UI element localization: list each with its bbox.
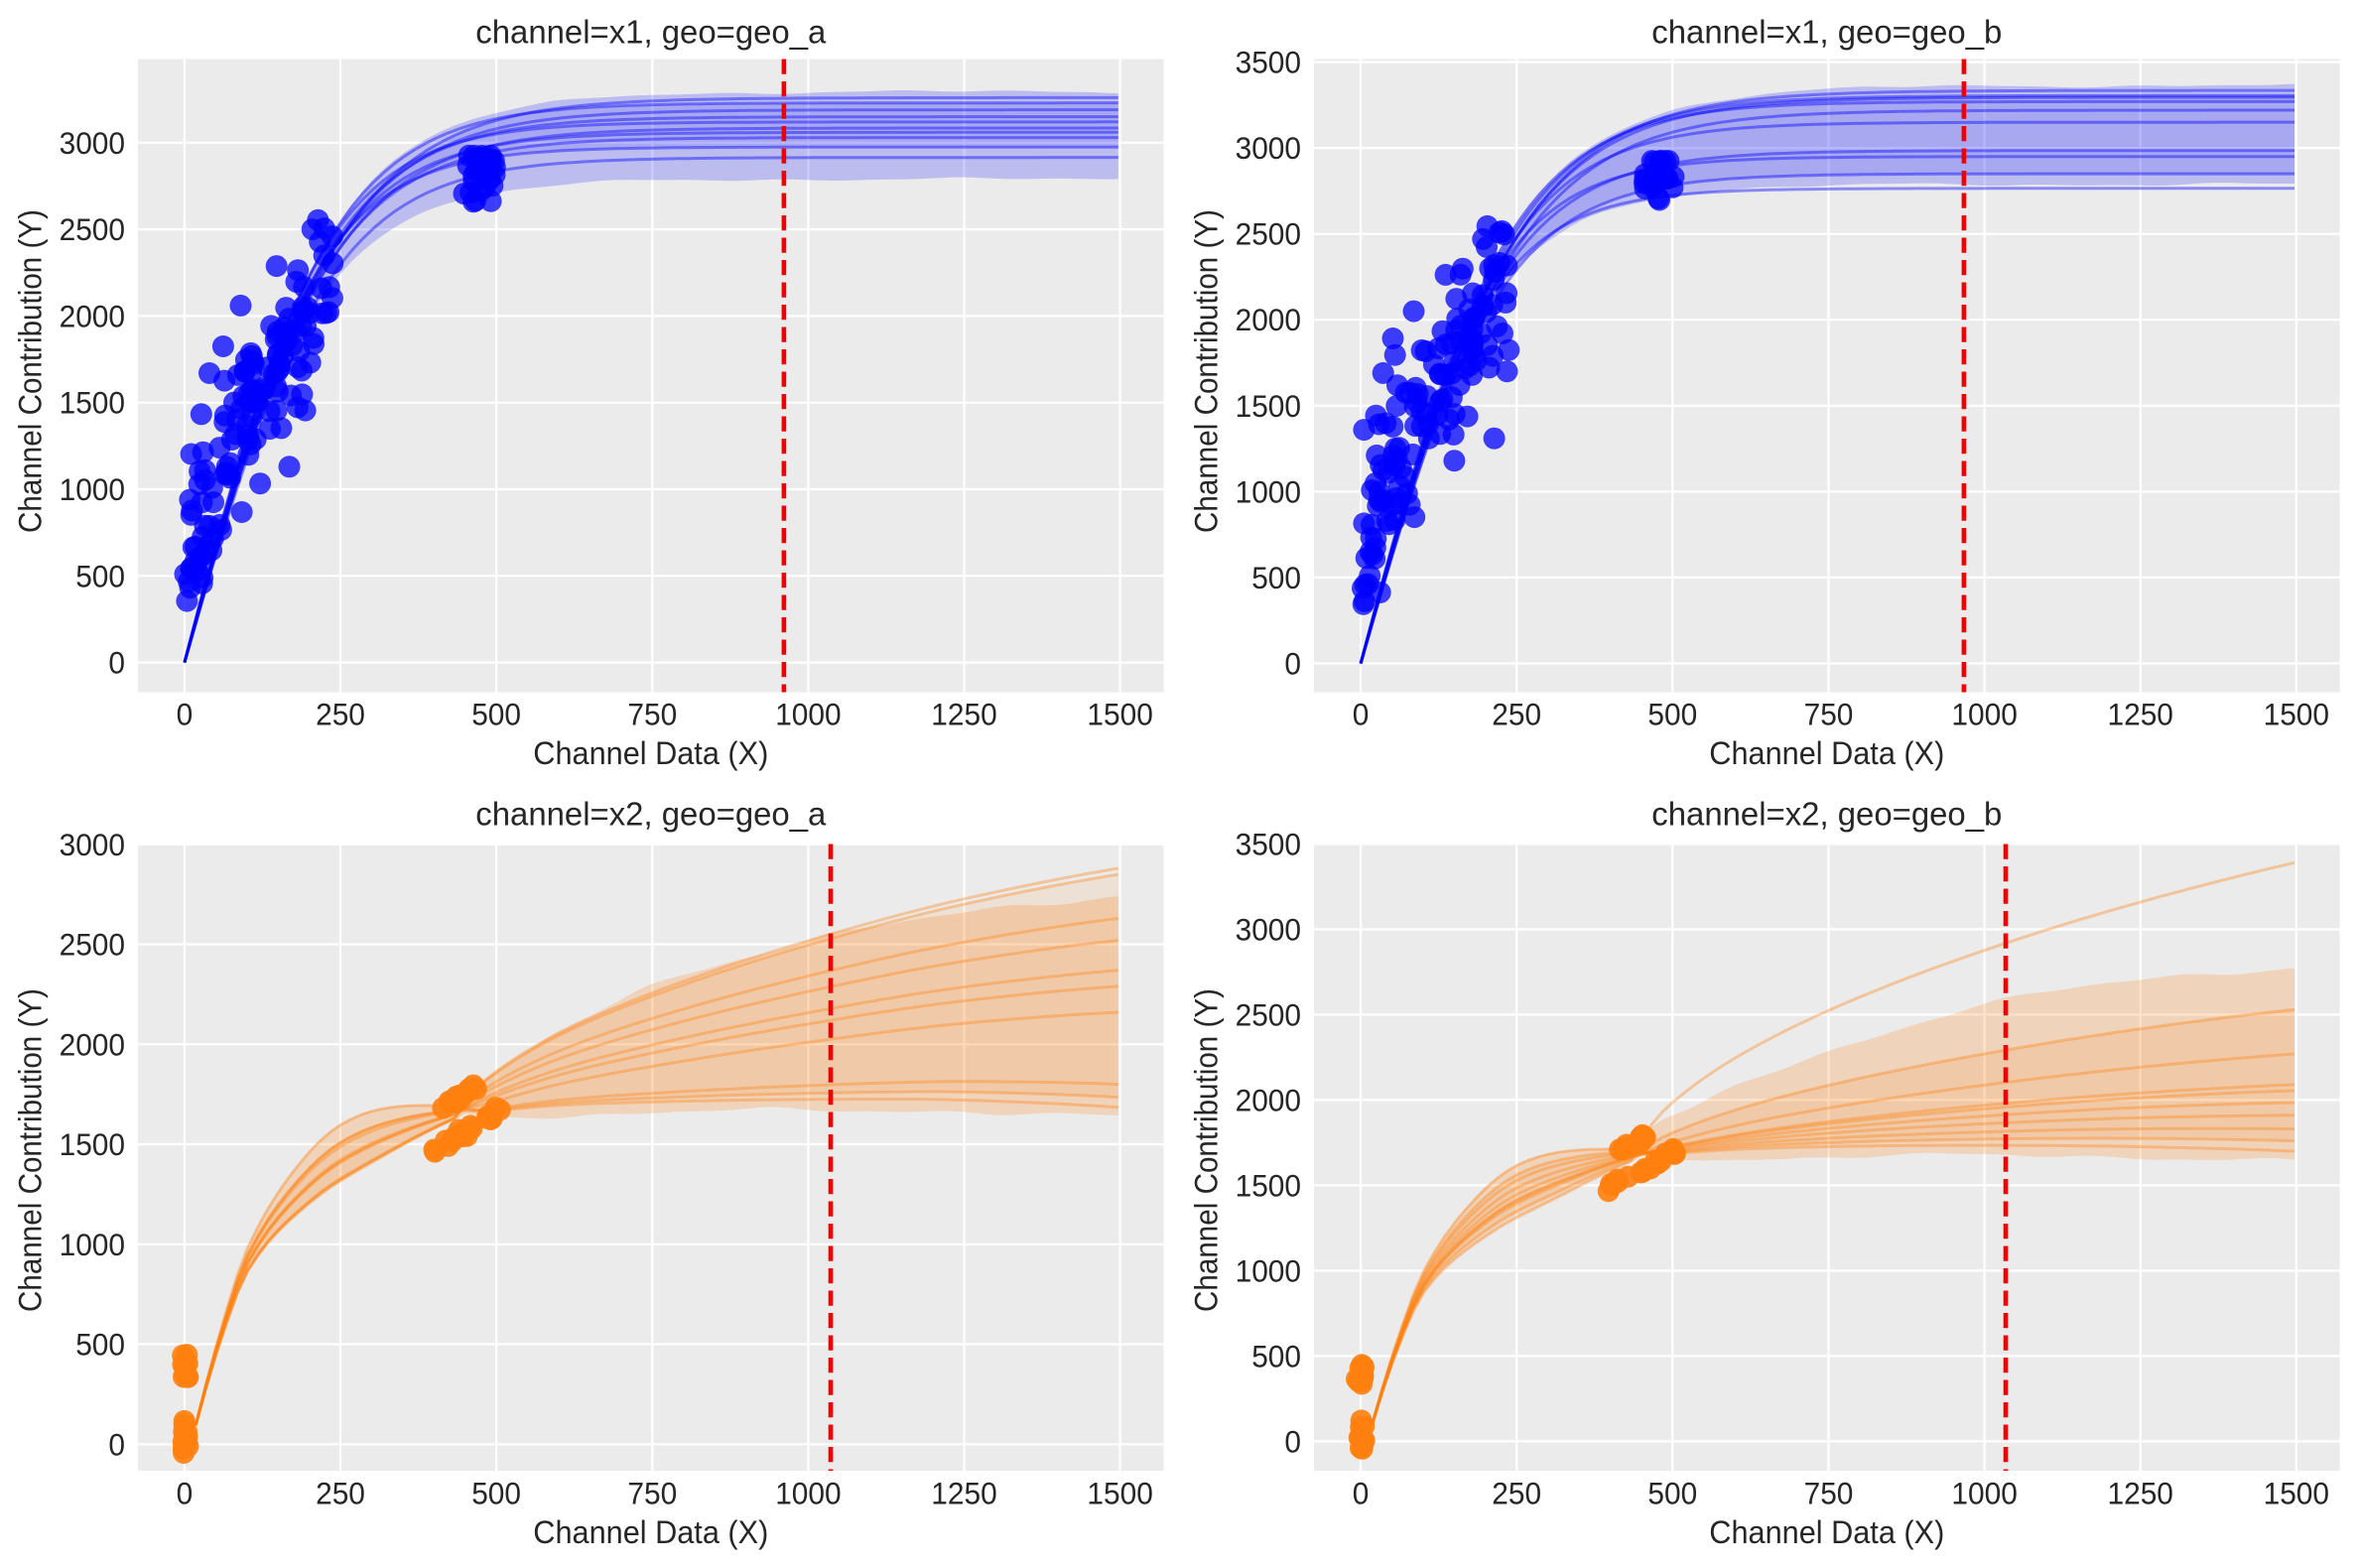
svg-text:500: 500 [1647, 1476, 1697, 1511]
svg-text:500: 500 [471, 1476, 521, 1511]
svg-text:1500: 1500 [1236, 1167, 1301, 1203]
svg-text:500: 500 [75, 1327, 125, 1363]
svg-text:2500: 2500 [1236, 996, 1301, 1032]
svg-text:Channel Data (X): Channel Data (X) [533, 735, 768, 771]
svg-text:1500: 1500 [2264, 1476, 2329, 1511]
svg-text:0: 0 [1353, 1476, 1370, 1511]
svg-text:1000: 1000 [1951, 1476, 2017, 1511]
svg-text:2000: 2000 [60, 298, 125, 333]
svg-text:1000: 1000 [775, 697, 841, 732]
svg-text:channel=x1, geo=geo_b: channel=x1, geo=geo_b [1651, 14, 2002, 51]
svg-text:0: 0 [1284, 1423, 1301, 1459]
svg-text:250: 250 [1492, 697, 1541, 732]
svg-text:channel=x1, geo=geo_a: channel=x1, geo=geo_a [475, 14, 827, 51]
svg-text:Channel Data (X): Channel Data (X) [533, 1514, 768, 1550]
svg-text:2500: 2500 [60, 927, 125, 963]
svg-text:1000: 1000 [1236, 473, 1301, 509]
svg-text:Channel Contribution (Y): Channel Contribution (Y) [1189, 988, 1225, 1312]
svg-text:1250: 1250 [931, 1476, 996, 1511]
svg-text:Channel Contribution (Y): Channel Contribution (Y) [13, 209, 49, 533]
svg-text:3000: 3000 [1236, 911, 1301, 947]
svg-text:channel=x2, geo=geo_a: channel=x2, geo=geo_a [475, 796, 827, 833]
svg-text:2000: 2000 [60, 1026, 125, 1062]
svg-text:0: 0 [177, 697, 194, 732]
svg-text:1000: 1000 [1236, 1252, 1301, 1288]
svg-text:1000: 1000 [775, 1476, 841, 1511]
svg-text:1000: 1000 [60, 1227, 125, 1262]
svg-text:0: 0 [108, 645, 125, 681]
svg-text:1500: 1500 [1087, 1476, 1152, 1511]
svg-text:1500: 1500 [60, 1126, 125, 1162]
svg-text:2000: 2000 [1236, 1082, 1301, 1117]
svg-text:Channel Contribution (Y): Channel Contribution (Y) [13, 988, 49, 1312]
svg-text:3000: 3000 [1236, 130, 1301, 166]
svg-text:2000: 2000 [1236, 302, 1301, 337]
svg-text:0: 0 [1284, 646, 1301, 682]
svg-text:3500: 3500 [1236, 45, 1301, 80]
svg-text:500: 500 [75, 558, 125, 593]
svg-text:1500: 1500 [1236, 388, 1301, 424]
svg-text:750: 750 [1804, 697, 1854, 732]
svg-text:250: 250 [316, 1476, 365, 1511]
svg-text:750: 750 [1804, 1476, 1854, 1511]
svg-text:0: 0 [108, 1426, 125, 1462]
svg-text:1250: 1250 [931, 697, 996, 732]
svg-text:1500: 1500 [1087, 697, 1152, 732]
svg-text:Channel Data (X): Channel Data (X) [1709, 735, 1944, 771]
svg-text:1250: 1250 [2108, 1476, 2173, 1511]
svg-text:250: 250 [316, 697, 365, 732]
svg-text:2500: 2500 [60, 211, 125, 247]
svg-text:3000: 3000 [60, 125, 125, 161]
svg-text:Channel Contribution (Y): Channel Contribution (Y) [1189, 209, 1225, 533]
svg-text:Channel Data (X): Channel Data (X) [1709, 1514, 1944, 1550]
svg-text:2500: 2500 [1236, 216, 1301, 252]
svg-text:1000: 1000 [60, 471, 125, 507]
svg-text:1000: 1000 [1951, 697, 2017, 732]
svg-text:1250: 1250 [2108, 697, 2173, 732]
svg-text:1500: 1500 [60, 385, 125, 421]
svg-text:3500: 3500 [1236, 826, 1301, 861]
svg-text:0: 0 [177, 1476, 194, 1511]
svg-text:500: 500 [1647, 697, 1697, 732]
svg-text:500: 500 [471, 697, 521, 732]
svg-text:500: 500 [1251, 1338, 1301, 1373]
svg-text:500: 500 [1251, 560, 1301, 595]
svg-text:1500: 1500 [2264, 697, 2329, 732]
svg-text:0: 0 [1353, 697, 1370, 732]
svg-text:3000: 3000 [60, 827, 125, 862]
svg-text:750: 750 [627, 697, 677, 732]
svg-text:750: 750 [627, 1476, 677, 1511]
svg-text:250: 250 [1492, 1476, 1541, 1511]
svg-text:channel=x2, geo=geo_b: channel=x2, geo=geo_b [1651, 796, 2002, 833]
